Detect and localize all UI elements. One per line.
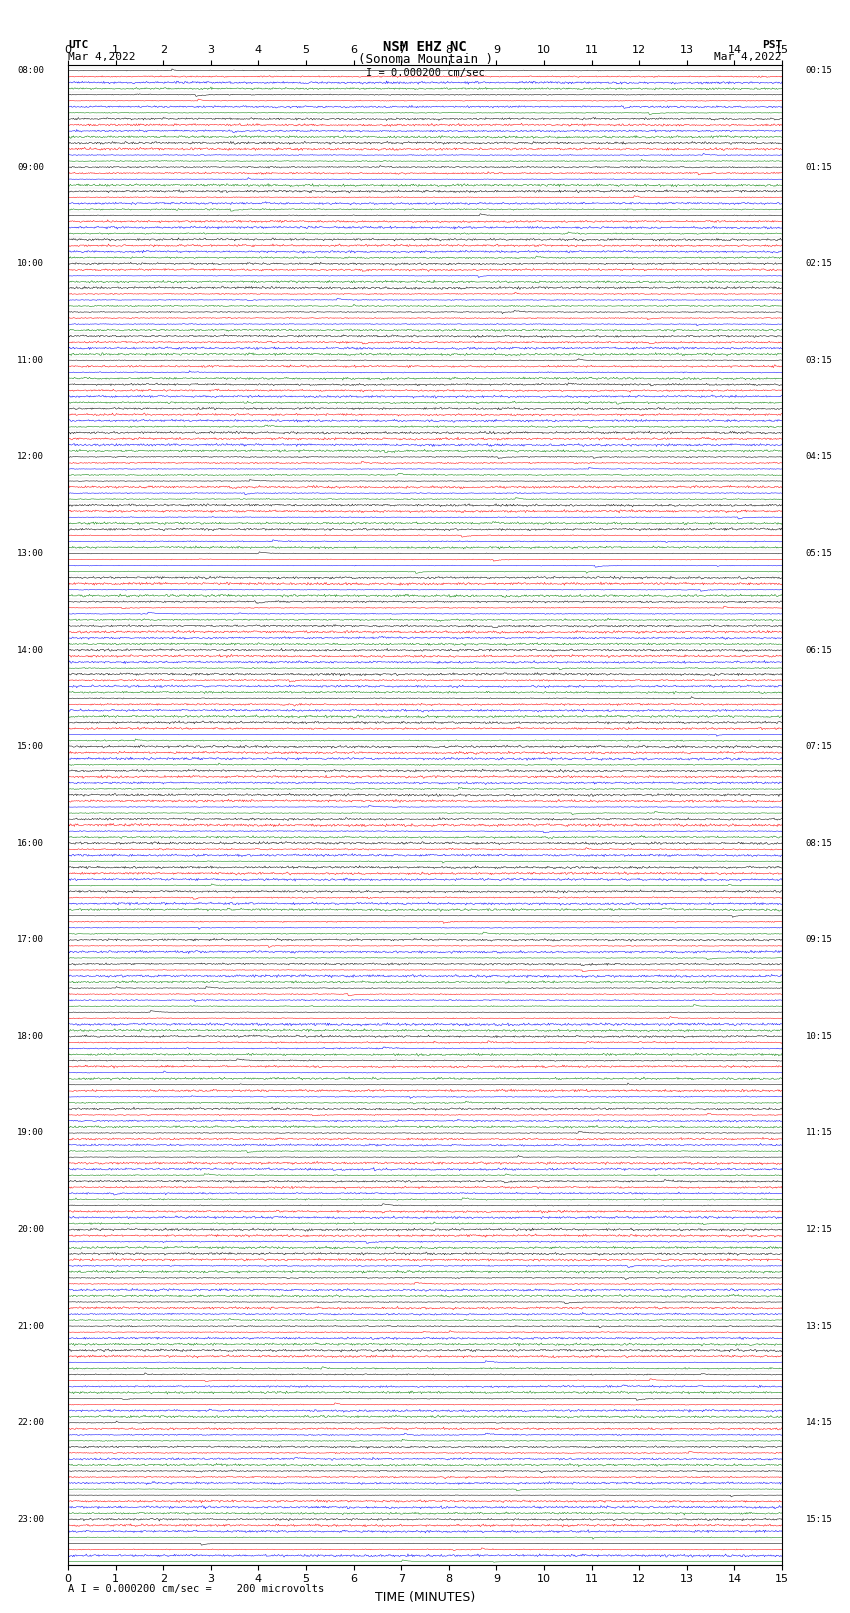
Text: I = 0.000200 cm/sec: I = 0.000200 cm/sec — [366, 68, 484, 77]
Text: 08:00: 08:00 — [17, 66, 44, 76]
Text: 12:15: 12:15 — [806, 1226, 833, 1234]
Text: 09:00: 09:00 — [17, 163, 44, 171]
Text: 11:00: 11:00 — [17, 356, 44, 365]
Text: 02:15: 02:15 — [806, 260, 833, 268]
Text: 16:00: 16:00 — [17, 839, 44, 848]
Text: 20:00: 20:00 — [17, 1226, 44, 1234]
Text: 15:15: 15:15 — [806, 1515, 833, 1524]
Text: 17:00: 17:00 — [17, 936, 44, 944]
Text: 23:00: 23:00 — [17, 1515, 44, 1524]
Text: 01:15: 01:15 — [806, 163, 833, 171]
Text: PST: PST — [762, 40, 782, 50]
Text: 00:15: 00:15 — [806, 66, 833, 76]
Text: Mar 4,2022: Mar 4,2022 — [715, 52, 782, 61]
Text: 12:00: 12:00 — [17, 452, 44, 461]
Text: 04:15: 04:15 — [806, 452, 833, 461]
Text: 14:00: 14:00 — [17, 645, 44, 655]
Text: 13:00: 13:00 — [17, 548, 44, 558]
Text: 08:15: 08:15 — [806, 839, 833, 848]
Text: (Sonoma Mountain ): (Sonoma Mountain ) — [358, 53, 492, 66]
Text: 18:00: 18:00 — [17, 1032, 44, 1040]
Text: 09:15: 09:15 — [806, 936, 833, 944]
Text: 22:00: 22:00 — [17, 1418, 44, 1428]
Text: 11:15: 11:15 — [806, 1129, 833, 1137]
Text: UTC: UTC — [68, 40, 88, 50]
Text: NSM EHZ NC: NSM EHZ NC — [383, 40, 467, 55]
Text: 19:00: 19:00 — [17, 1129, 44, 1137]
Text: 06:15: 06:15 — [806, 645, 833, 655]
Text: 15:00: 15:00 — [17, 742, 44, 752]
Text: A I = 0.000200 cm/sec =    200 microvolts: A I = 0.000200 cm/sec = 200 microvolts — [68, 1584, 324, 1594]
X-axis label: TIME (MINUTES): TIME (MINUTES) — [375, 1592, 475, 1605]
Text: 21:00: 21:00 — [17, 1321, 44, 1331]
Text: 07:15: 07:15 — [806, 742, 833, 752]
Text: 14:15: 14:15 — [806, 1418, 833, 1428]
Text: Mar 4,2022: Mar 4,2022 — [68, 52, 135, 61]
Text: 10:15: 10:15 — [806, 1032, 833, 1040]
Text: 05:15: 05:15 — [806, 548, 833, 558]
Text: 13:15: 13:15 — [806, 1321, 833, 1331]
Text: 10:00: 10:00 — [17, 260, 44, 268]
Text: 03:15: 03:15 — [806, 356, 833, 365]
